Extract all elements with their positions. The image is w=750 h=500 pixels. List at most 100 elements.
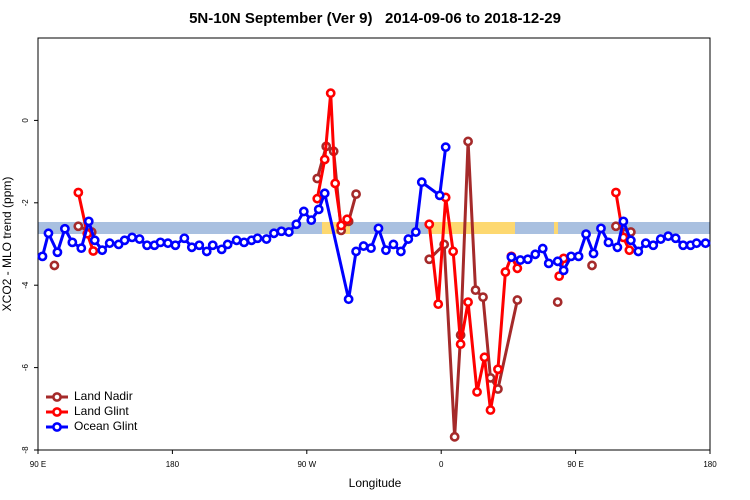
data-point — [434, 190, 445, 201]
data-point — [700, 238, 711, 249]
data-point — [186, 242, 197, 253]
data-point — [134, 234, 145, 244]
data-point — [163, 238, 173, 249]
data-point — [455, 339, 466, 350]
chart-title: 5N-10N September (Ver 9) 2014-09-06 to 2… — [189, 10, 561, 27]
data-point — [313, 204, 324, 215]
data-point — [76, 243, 87, 254]
data-point — [512, 263, 523, 274]
legend-label: Ocean Glint — [74, 419, 138, 433]
data-point — [470, 285, 481, 296]
data-point — [155, 237, 166, 248]
data-point — [596, 223, 606, 234]
data-point — [67, 237, 78, 248]
data-point — [448, 246, 459, 257]
x-axis-label: Longitude — [349, 476, 402, 490]
x-tick-label: 90 E — [30, 460, 46, 469]
data-point — [566, 251, 577, 262]
data-point — [325, 88, 336, 99]
data-point — [543, 258, 554, 269]
legend-marker — [52, 422, 62, 432]
data-point — [127, 232, 137, 243]
legend-marker — [52, 392, 62, 402]
data-point — [381, 245, 391, 256]
x-tick-label: 90 W — [297, 460, 316, 469]
data-point — [276, 226, 287, 237]
data-point — [485, 405, 496, 415]
data-point — [410, 227, 421, 237]
data-point — [463, 136, 473, 147]
data-point — [142, 240, 152, 251]
data-point — [351, 189, 361, 200]
data-point — [530, 249, 541, 260]
data-point — [663, 231, 674, 242]
data-point — [261, 234, 272, 244]
data-point — [52, 247, 63, 258]
data-point — [640, 238, 651, 249]
series-line — [77, 139, 632, 439]
y-tick-label: -8 — [21, 446, 30, 454]
data-point — [611, 187, 621, 198]
data-point — [351, 246, 361, 257]
data-point — [43, 228, 54, 239]
data-point — [231, 235, 242, 246]
legend-label: Land Glint — [74, 404, 129, 418]
data-point — [515, 255, 526, 265]
data-point — [573, 251, 584, 262]
data-point — [478, 292, 488, 303]
data-point — [343, 294, 354, 305]
data-point — [194, 240, 205, 251]
data-point — [83, 216, 94, 227]
y-tick-label: -4 — [21, 281, 30, 289]
data-point — [493, 364, 503, 375]
data-point — [395, 246, 406, 257]
data-point — [403, 234, 414, 244]
data-point — [588, 248, 599, 259]
data-point — [179, 233, 190, 244]
data-point — [283, 227, 294, 237]
data-point — [366, 243, 376, 254]
data-point — [558, 265, 569, 276]
data-point — [678, 240, 689, 251]
data-point — [306, 215, 317, 226]
data-point — [618, 216, 629, 227]
x-tick-label: 180 — [703, 460, 717, 469]
land-band — [554, 222, 558, 234]
data-point — [581, 229, 591, 240]
data-point — [73, 221, 84, 232]
data-point — [73, 187, 84, 198]
data-point — [449, 431, 460, 442]
x-tick-label: 90 E — [567, 460, 583, 469]
data-point — [388, 239, 399, 250]
data-point — [319, 188, 330, 199]
data-point — [655, 234, 666, 244]
data-point — [537, 243, 548, 254]
data-point — [239, 237, 249, 248]
data-point — [612, 242, 623, 253]
data-point — [433, 299, 444, 310]
data-point — [358, 241, 369, 251]
data-point — [603, 237, 614, 248]
data-point — [207, 240, 218, 251]
data-point — [88, 246, 99, 256]
data-point — [49, 260, 60, 271]
y-tick-label: -2 — [21, 199, 30, 207]
data-point — [500, 267, 511, 277]
x-tick-label: 180 — [166, 460, 180, 469]
data-point — [648, 240, 659, 251]
data-point — [670, 233, 681, 244]
data-point — [624, 245, 635, 256]
data-point — [330, 178, 341, 189]
data-point — [440, 142, 451, 153]
data-point — [37, 251, 48, 262]
data-point — [119, 235, 130, 246]
data-point — [201, 246, 212, 257]
data-point — [587, 260, 597, 271]
data-point — [472, 387, 482, 397]
data-point — [336, 220, 347, 231]
data-point — [373, 223, 384, 234]
data-point — [522, 254, 533, 265]
data-point — [269, 228, 279, 239]
